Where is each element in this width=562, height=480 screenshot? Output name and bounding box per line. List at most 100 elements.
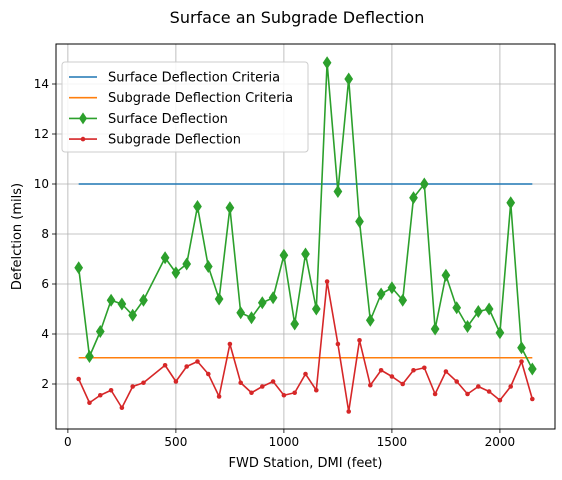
surface-deflection-point [333, 184, 343, 199]
surface-deflection-point [171, 266, 181, 280]
x-tick-label: 2000 [485, 435, 516, 449]
surface-deflection-point [182, 257, 192, 271]
surface-deflection-point [117, 297, 127, 311]
surface-deflection-point [290, 317, 300, 331]
legend-label-surface-deflection-criteria: Surface Deflection Criteria [108, 71, 280, 86]
legend: Surface Deflection Criteria Subgrade Defl… [61, 61, 309, 153]
subgrade-deflection-point [508, 384, 514, 389]
surface-deflection-point [85, 349, 94, 364]
subgrade-deflection-point [303, 371, 308, 377]
subgrade-deflection-point [108, 387, 114, 393]
x-tick-label: 1500 [377, 435, 408, 449]
surface-deflection-point [214, 292, 224, 306]
subgrade-deflection-point [292, 390, 297, 396]
surface-deflection-point [409, 191, 418, 205]
surface-deflection-point [387, 281, 397, 295]
subgrade-deflection-point [205, 371, 211, 377]
subgrade-deflection-point [97, 392, 103, 398]
x-tick-label: 500 [164, 435, 187, 449]
subgrade-deflection-point [119, 405, 125, 411]
surface-deflection-point [95, 324, 105, 339]
x-tick-label: 0 [64, 435, 72, 449]
subgrade-deflection-point [378, 367, 384, 373]
subgrade-deflection-point [184, 364, 189, 369]
subgrade-deflection-point [76, 376, 81, 382]
legend-box [61, 61, 309, 153]
subgrade-deflection-point [432, 391, 438, 397]
subgrade-deflection-point [497, 397, 503, 403]
surface-deflection-point [106, 293, 116, 307]
y-tick-label: 2 [41, 377, 49, 391]
y-tick-label: 12 [34, 127, 49, 141]
surface-deflection-point [279, 248, 289, 262]
surface-deflection-point [441, 268, 451, 282]
legend-marker-subgrade-deflection [80, 136, 86, 142]
legend-label-subgrade-deflection-criteria: Subgrade Deflection Criteria [108, 91, 293, 106]
y-tick-label: 8 [41, 227, 49, 241]
subgrade-deflection-point [389, 374, 395, 379]
surface-deflection-point [398, 293, 408, 307]
surface-deflection-point [473, 304, 483, 319]
subgrade-deflection-point [422, 365, 427, 371]
subgrade-deflection-point [465, 391, 470, 397]
surface-deflection-point [355, 214, 364, 229]
subgrade-deflection-point [519, 359, 524, 364]
subgrade-deflection-point [476, 384, 481, 389]
subgrade-deflection-point [530, 396, 535, 402]
surface-deflection-point [268, 291, 278, 305]
subgrade-deflection-point [238, 380, 243, 386]
subgrade-deflection-point [314, 387, 319, 393]
surface-deflection-point [203, 259, 213, 274]
subgrade-deflection-point [227, 341, 233, 347]
subgrade-deflection-point [141, 380, 146, 386]
x-tick-label: 1000 [269, 435, 300, 449]
ticks: 0 500 1000 1500 2000 2 4 6 8 10 12 14 [34, 77, 515, 449]
surface-deflection-point [247, 311, 256, 325]
surface-deflection-point [506, 196, 516, 210]
surface-deflection-point [193, 199, 202, 214]
subgrade-deflection-point [270, 379, 276, 384]
surface-deflection-point [376, 287, 386, 301]
surface-deflection-point [463, 319, 472, 334]
subgrade-deflection-point [249, 390, 254, 396]
subgrade-deflection-point [411, 367, 416, 373]
legend-marker-surface-deflection [79, 112, 87, 125]
surface-deflection-point [365, 313, 375, 327]
surface-deflection-point [517, 341, 526, 355]
y-tick-label: 4 [41, 327, 49, 341]
surface-deflection-point [128, 308, 138, 322]
legend-label-subgrade-deflection: Subgrade Deflection [108, 133, 241, 148]
subgrade-deflection-point [368, 382, 373, 388]
surface-deflection-point [344, 72, 354, 86]
surface-deflection-point [160, 251, 170, 265]
series-layer [74, 56, 537, 414]
surface-deflection-point [236, 306, 246, 320]
y-tick-label: 14 [34, 77, 49, 91]
surface-deflection-point [527, 362, 537, 376]
subgrade-deflection-point [195, 359, 200, 364]
subgrade-deflection-point [259, 384, 265, 389]
subgrade-deflection-line [77, 280, 534, 413]
surface-deflection-point [311, 302, 321, 316]
legend-label-surface-deflection: Surface Deflection [108, 112, 228, 127]
subgrade-deflection-point [400, 381, 406, 387]
subgrade-deflection-point [281, 392, 287, 398]
subgrade-deflection-point [486, 389, 492, 394]
surface-deflection-point [301, 247, 310, 261]
subgrade-deflection-point [87, 400, 92, 406]
surface-deflection-point [430, 322, 440, 336]
y-tick-label: 10 [34, 177, 49, 191]
surface-deflection-point [225, 201, 235, 215]
plot-frame [55, 43, 556, 430]
subgrade-deflection-point [130, 384, 135, 389]
surface-deflection-point [322, 56, 332, 70]
subgrade-deflection-point [335, 341, 341, 347]
subgrade-deflection-point [324, 279, 330, 284]
surface-deflection-point [484, 302, 494, 316]
subgrade-deflection-point [173, 379, 179, 384]
subgrade-deflection-point [357, 337, 362, 343]
y-tick-label: 6 [41, 277, 49, 291]
surface-deflection-point [74, 261, 84, 275]
surface-deflection-point [495, 326, 505, 340]
surface-deflection-point [257, 296, 267, 310]
